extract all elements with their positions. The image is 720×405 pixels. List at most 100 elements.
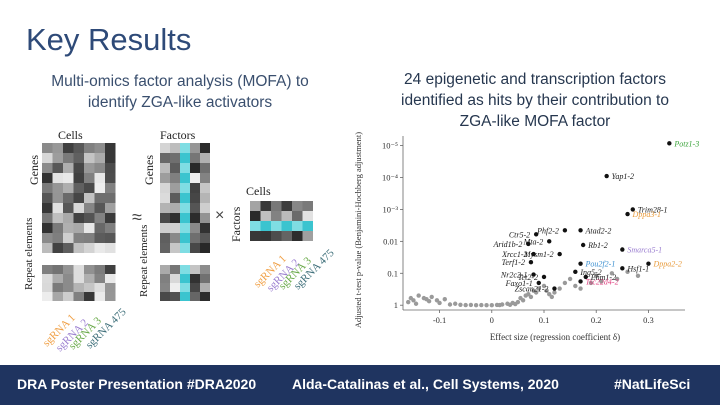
footer-hashtag: #NatLifeSci	[614, 376, 691, 392]
matrix-cell	[190, 243, 200, 253]
matrix-cell	[94, 233, 105, 243]
hit-label: Ehm1-2	[590, 273, 616, 282]
matrix-cell	[180, 193, 190, 203]
volcano-plot: 1 0.1 0.01 10⁻³ 10⁻⁴ 10⁻⁵ -0.1 0 0.1 0.2 0.3 Effe…	[345, 128, 705, 348]
genes-label-1: Genes	[27, 155, 41, 185]
matrix-cell	[84, 283, 95, 292]
matrix-cell	[160, 292, 170, 301]
background-point	[526, 291, 531, 297]
repeat-label-2: Repeat elements	[138, 225, 150, 297]
background-point	[406, 299, 411, 305]
matrix-cell	[292, 231, 303, 241]
matrix-cell	[190, 283, 200, 292]
hit-point	[620, 266, 625, 271]
matrix-cell	[190, 213, 200, 223]
matrix-cell	[105, 193, 116, 203]
hit-label: Rb1-2	[587, 241, 608, 250]
matrix-cell	[302, 201, 313, 211]
matrix-cell	[190, 193, 200, 203]
matrix-cell	[292, 201, 303, 211]
hit-point	[620, 247, 625, 252]
background-point	[533, 290, 539, 295]
matrix-cell	[52, 274, 63, 283]
matrix-cell	[73, 213, 84, 223]
hit-point	[541, 274, 547, 280]
background-point	[468, 302, 474, 308]
matrix-cell	[84, 203, 95, 213]
sgrna-labels-bottom: sgRNA 1 sgRNA 2 sgRNA 3 sgRNA 475	[41, 306, 129, 354]
repeat-factors-matrix	[160, 265, 210, 301]
matrix-cell	[190, 233, 200, 243]
matrix-cell	[190, 173, 200, 183]
matrix-cell	[200, 274, 210, 283]
matrix-cell	[160, 243, 170, 253]
hit-point	[531, 251, 536, 257]
footer-bar: DRA Poster Presentation #DRA2020 Alda-Ca…	[0, 365, 720, 405]
matrix-cell	[105, 233, 116, 243]
matrix-cell	[52, 292, 63, 301]
matrix-cell	[180, 292, 190, 301]
matrix-cell	[84, 223, 95, 233]
hit-point	[536, 280, 541, 286]
hit-point	[562, 228, 568, 233]
svg-text:Repeat elements: Repeat elements	[23, 218, 35, 290]
matrix-cell	[52, 223, 63, 233]
hit-point	[552, 286, 557, 291]
matrix-cell	[84, 292, 95, 301]
y-tick-label: 1	[394, 300, 398, 310]
matrix-cell	[84, 213, 95, 223]
matrix-cell	[200, 183, 210, 193]
matrix-cell	[84, 143, 95, 153]
y-axis: 1 0.1 0.01 10⁻³ 10⁻⁴ 10⁻⁵	[382, 136, 404, 310]
background-point	[528, 294, 534, 300]
matrix-cell	[42, 213, 53, 223]
matrix-cell	[170, 193, 180, 203]
matrix-cell	[160, 203, 170, 213]
matrix-cell	[52, 163, 63, 173]
matrix-cell	[170, 153, 180, 163]
hit-point	[667, 141, 672, 146]
slide-title: Key Results	[26, 22, 192, 57]
hit-point	[578, 261, 583, 266]
matrix-cell	[52, 265, 63, 274]
matrix-cell	[73, 292, 84, 301]
matrix-cell	[281, 221, 292, 231]
matrix-cell	[73, 173, 84, 183]
matrix-cell	[52, 233, 63, 243]
background-point	[473, 303, 479, 308]
matrix-cell	[84, 274, 95, 283]
background-point	[497, 302, 502, 308]
hit-point	[557, 251, 562, 257]
matrix-cell	[94, 223, 105, 233]
background-point	[413, 301, 419, 306]
background-point	[614, 276, 620, 282]
x-axis: -0.1 0 0.1 0.2 0.3	[403, 309, 685, 325]
footer-citation: Alda-Catalinas et al., Cell Systems, 202…	[292, 376, 559, 392]
matrix-cell	[170, 203, 180, 213]
background-point	[541, 283, 547, 289]
matrix-cell	[52, 203, 63, 213]
matrix-cell	[84, 163, 95, 173]
hit-point	[573, 269, 578, 275]
factors-label-1: Factors	[160, 128, 196, 142]
matrix-cell	[190, 223, 200, 233]
matrix-cell	[94, 292, 105, 301]
background-points	[406, 269, 641, 308]
matrix-cell	[52, 243, 63, 253]
matrix-cell	[180, 163, 190, 173]
hit-point	[646, 261, 651, 266]
matrix-cell	[94, 203, 105, 213]
matrix-cell	[160, 153, 170, 163]
repeat-cells-matrix	[42, 265, 116, 301]
hit-point	[583, 274, 588, 280]
matrix-cell	[200, 143, 210, 153]
hit-point	[625, 211, 630, 217]
matrix-cell	[180, 153, 190, 163]
matrix-cell	[160, 233, 170, 243]
matrix-cell	[52, 143, 63, 153]
matrix-cell	[160, 265, 170, 274]
matrix-cell	[180, 274, 190, 283]
matrix-cell	[250, 211, 261, 221]
matrix-cell	[271, 221, 282, 231]
matrix-cell	[84, 183, 95, 193]
